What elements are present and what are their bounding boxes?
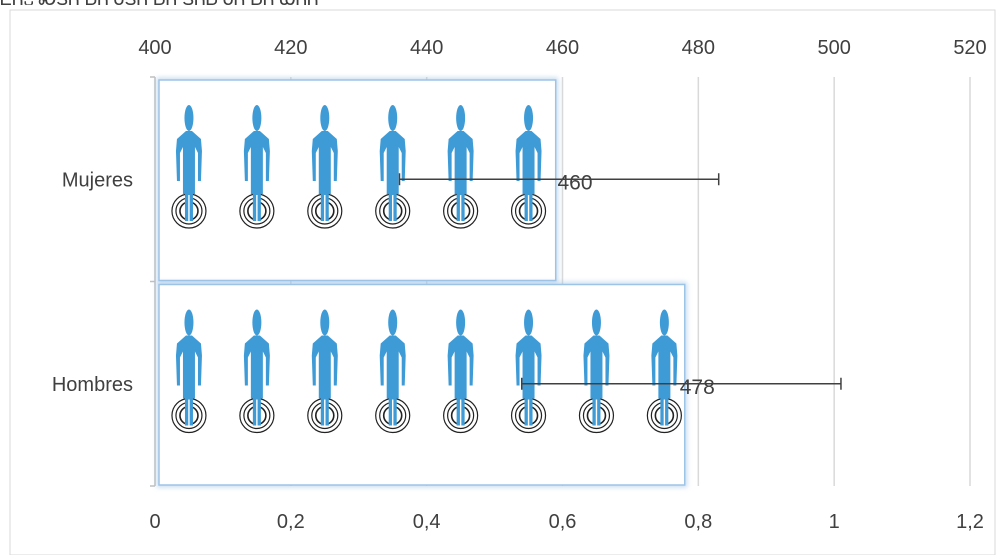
x-top-tick-label: 440 bbox=[410, 37, 443, 59]
person-icon bbox=[171, 105, 207, 229]
x-top-tick-label: 480 bbox=[682, 37, 715, 59]
person-icon bbox=[375, 309, 411, 434]
chart-title-clipped: ᎬᏲ᎑ ᏍᎦᏲ ᏏᏲ ᏧᎦᏲ ᏏᏲ ᏕᏲᏏ ᏧᏲ ᏏᏲ ᏯᏲᏲ bbox=[0, 0, 319, 9]
x-top-tick-label: 520 bbox=[953, 37, 986, 59]
x-bottom-tick-label: 1,2 bbox=[956, 511, 984, 533]
x-top-tick-label: 460 bbox=[546, 37, 579, 59]
data-label: 478 bbox=[680, 376, 715, 399]
person-icon bbox=[171, 309, 207, 434]
x-bottom-tick-label: 0,2 bbox=[277, 511, 305, 533]
person-icon bbox=[443, 105, 479, 229]
x-top-tick-label: 500 bbox=[817, 37, 850, 59]
x-bottom-tick-label: 0,8 bbox=[684, 511, 712, 533]
x-bottom-tick-label: 0 bbox=[149, 511, 160, 533]
person-icon bbox=[307, 309, 343, 434]
person-icon bbox=[443, 309, 479, 434]
x-top-tick-label: 420 bbox=[274, 37, 307, 59]
x-bottom-tick-label: 0,6 bbox=[549, 511, 577, 533]
x-bottom-tick-label: 1 bbox=[829, 511, 840, 533]
person-icon bbox=[510, 105, 547, 229]
x-top-tick-label: 400 bbox=[138, 37, 171, 59]
chart-frame-border bbox=[9, 9, 996, 555]
bar bbox=[158, 79, 557, 282]
category-label: Hombres bbox=[52, 374, 133, 396]
data-label: 460 bbox=[558, 171, 593, 194]
person-icon bbox=[375, 105, 411, 229]
person-icon bbox=[510, 309, 547, 434]
person-icon bbox=[239, 309, 275, 434]
person-icon bbox=[239, 105, 275, 229]
person-icon bbox=[646, 309, 682, 434]
x-bottom-tick-label: 0,4 bbox=[413, 511, 441, 533]
person-icon bbox=[307, 105, 343, 229]
category-label: Mujeres bbox=[62, 169, 133, 191]
person-icon bbox=[578, 309, 615, 434]
